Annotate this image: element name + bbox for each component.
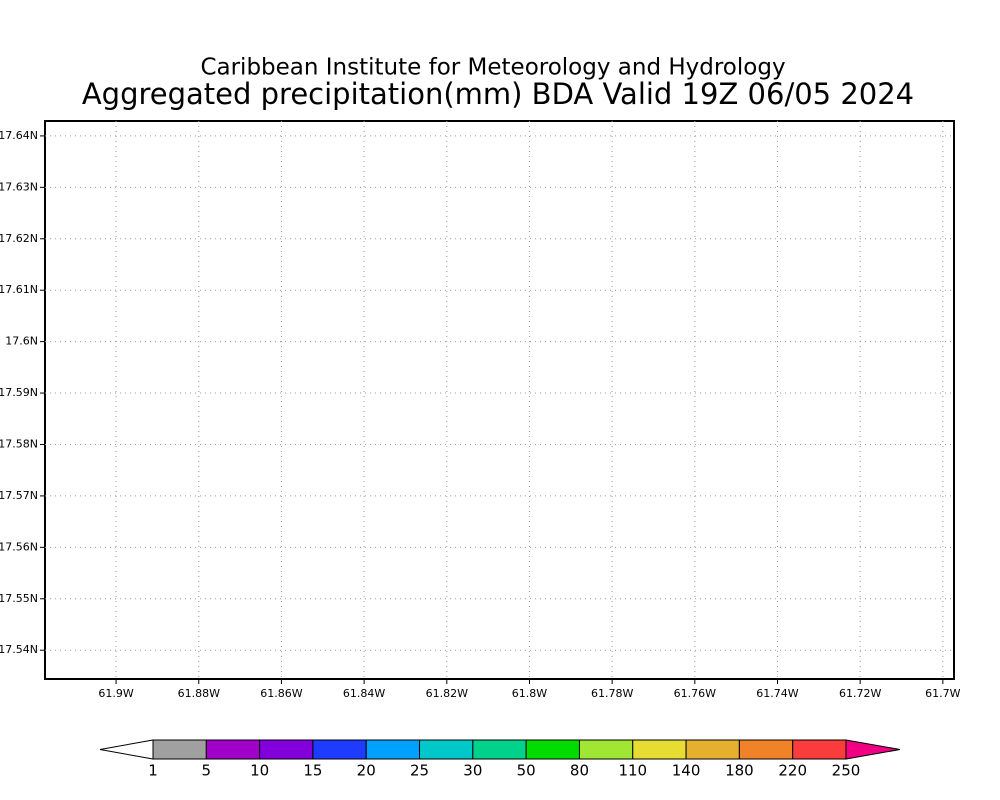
colorbar-label: 20 bbox=[357, 762, 376, 780]
colorbar-box bbox=[205, 739, 261, 760]
colorbar-high-triangle bbox=[845, 739, 901, 760]
colorbar-box bbox=[312, 739, 367, 760]
y-tick-label: 17.56N bbox=[0, 540, 38, 553]
colorbar-low-triangle bbox=[99, 739, 154, 760]
x-tick-label: 61.7W bbox=[925, 687, 960, 700]
colorbar-box bbox=[259, 739, 314, 760]
y-tick-label: 17.58N bbox=[0, 437, 38, 450]
x-tick-label: 61.76W bbox=[674, 687, 716, 700]
colorbar-box bbox=[792, 739, 847, 760]
x-tick-label: 61.74W bbox=[756, 687, 798, 700]
colorbar-label: 250 bbox=[832, 762, 861, 780]
x-tick-label: 61.9W bbox=[98, 687, 133, 700]
x-tick-label: 61.82W bbox=[426, 687, 468, 700]
y-tick-label: 17.55N bbox=[0, 592, 38, 605]
y-tick-label: 17.62N bbox=[0, 232, 38, 245]
y-tick-label: 17.59N bbox=[0, 386, 38, 399]
colorbar-label: 15 bbox=[303, 762, 322, 780]
colorbar-box bbox=[632, 739, 687, 760]
y-tick-label: 17.64N bbox=[0, 129, 38, 142]
colorbar-box bbox=[685, 739, 740, 760]
colorbar-label: 30 bbox=[463, 762, 482, 780]
y-tick-label: 17.61N bbox=[0, 283, 38, 296]
x-tick-label: 61.78W bbox=[591, 687, 633, 700]
colorbar-label: 140 bbox=[672, 762, 701, 780]
map-frame bbox=[44, 120, 955, 680]
colorbar-box bbox=[365, 739, 421, 760]
x-tick-label: 61.86W bbox=[260, 687, 302, 700]
colorbar-box bbox=[578, 739, 634, 760]
colorbar-box bbox=[738, 739, 794, 760]
y-tick-label: 17.57N bbox=[0, 489, 38, 502]
y-tick-label: 17.6N bbox=[5, 335, 38, 348]
y-tick-label: 17.54N bbox=[0, 643, 38, 656]
title: Caribbean Institute for Meteorology and … bbox=[200, 55, 785, 81]
x-tick-label: 61.84W bbox=[343, 687, 385, 700]
x-tick-label: 61.72W bbox=[839, 687, 881, 700]
colorbar-label: 180 bbox=[725, 762, 754, 780]
colorbar-label: 50 bbox=[517, 762, 536, 780]
colorbar-label: 25 bbox=[410, 762, 429, 780]
colorbar-label: 80 bbox=[570, 762, 589, 780]
colorbar-box bbox=[152, 739, 207, 760]
colorbar-label: 110 bbox=[618, 762, 647, 780]
colorbar-label: 220 bbox=[778, 762, 807, 780]
y-tick-label: 17.63N bbox=[0, 180, 38, 193]
colorbar-box bbox=[419, 739, 474, 760]
colorbar-label: 5 bbox=[202, 762, 212, 780]
colorbar-label: 1 bbox=[148, 762, 158, 780]
colorbar-box bbox=[472, 739, 527, 760]
subtitle: Aggregated precipitation(mm) BDA Valid 1… bbox=[82, 77, 914, 111]
x-tick-label: 61.8W bbox=[512, 687, 547, 700]
colorbar-label: 10 bbox=[250, 762, 269, 780]
x-tick-label: 61.88W bbox=[178, 687, 220, 700]
colorbar-box bbox=[525, 739, 580, 760]
